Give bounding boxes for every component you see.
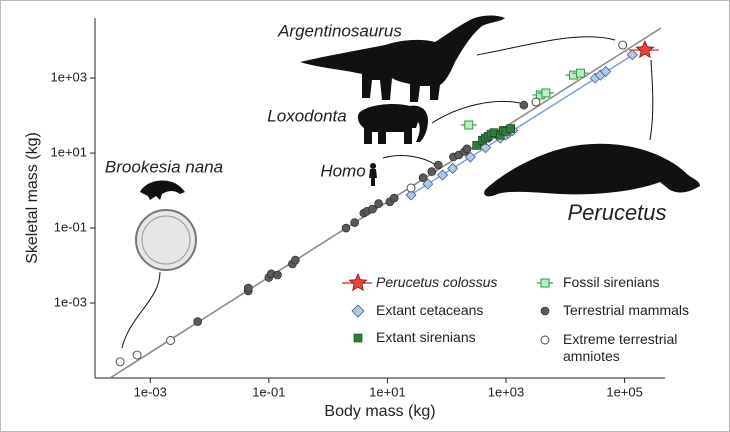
y-tick-label: 1e-03 bbox=[54, 294, 87, 309]
legend-label: Terrestrial mammals bbox=[563, 302, 690, 318]
point bbox=[389, 193, 399, 203]
fit-line bbox=[109, 27, 662, 378]
annotation: Argentinosaurus bbox=[277, 21, 402, 40]
annotation: Perucetus bbox=[567, 200, 666, 225]
point bbox=[531, 97, 541, 107]
legend-marker bbox=[353, 333, 363, 343]
point bbox=[422, 178, 434, 190]
legend-label: Extant sirenians bbox=[376, 329, 476, 345]
x-tick-label: 1e+03 bbox=[488, 384, 525, 399]
legend-marker bbox=[540, 306, 550, 316]
coin bbox=[135, 209, 197, 271]
legend-marker bbox=[540, 278, 550, 288]
point bbox=[464, 151, 476, 163]
point bbox=[626, 49, 638, 61]
plot-area bbox=[109, 27, 662, 378]
point bbox=[447, 162, 459, 174]
point bbox=[575, 68, 585, 78]
point bbox=[374, 199, 383, 208]
point bbox=[406, 183, 416, 193]
legend-marker bbox=[351, 304, 365, 318]
point bbox=[479, 142, 491, 154]
point bbox=[166, 336, 176, 345]
legend-label: Extreme terrestrial amniotes bbox=[563, 331, 678, 364]
annotation: Brookesia nana bbox=[105, 157, 223, 176]
point bbox=[541, 88, 551, 98]
point bbox=[506, 124, 516, 133]
legend-label: Perucetus colossus bbox=[376, 274, 498, 290]
point bbox=[519, 100, 529, 110]
point bbox=[193, 317, 202, 326]
y-tick-label: 1e+01 bbox=[50, 144, 87, 159]
legend-marker bbox=[348, 272, 368, 292]
y-axis-label: Skeletal mass (kg) bbox=[24, 132, 41, 264]
x-tick-label: 1e-03 bbox=[134, 384, 167, 399]
point bbox=[464, 120, 474, 130]
legend-marker bbox=[540, 335, 550, 345]
x-tick-label: 1e-01 bbox=[252, 384, 285, 399]
x-tick-label: 1e+05 bbox=[606, 384, 643, 399]
point bbox=[273, 270, 282, 280]
point bbox=[243, 283, 253, 293]
point bbox=[418, 173, 428, 183]
y-tick-label: 1e-01 bbox=[54, 219, 87, 234]
x-axis-label: Body mass (kg) bbox=[324, 403, 435, 420]
y-tick-label: 1e+03 bbox=[50, 70, 87, 85]
silhouettes bbox=[140, 15, 700, 200]
point bbox=[405, 189, 417, 201]
legend-label: Fossil sirenians bbox=[563, 274, 660, 290]
arrows bbox=[121, 36, 654, 349]
point bbox=[368, 204, 377, 214]
annotation: Homo bbox=[320, 161, 365, 180]
point bbox=[635, 39, 655, 59]
point bbox=[437, 169, 449, 181]
legend-label: Extant cetaceans bbox=[376, 302, 484, 318]
point bbox=[350, 218, 359, 227]
point bbox=[132, 350, 142, 360]
x-tick-label: 1e+01 bbox=[369, 384, 406, 399]
point bbox=[618, 40, 628, 50]
point bbox=[600, 65, 612, 77]
point bbox=[462, 144, 472, 154]
point bbox=[291, 255, 300, 265]
coin-rim bbox=[141, 215, 191, 265]
annotation: Loxodonta bbox=[267, 106, 346, 125]
point bbox=[472, 141, 481, 150]
point bbox=[433, 160, 443, 170]
point bbox=[341, 223, 351, 233]
point bbox=[115, 357, 125, 367]
point bbox=[427, 167, 437, 176]
